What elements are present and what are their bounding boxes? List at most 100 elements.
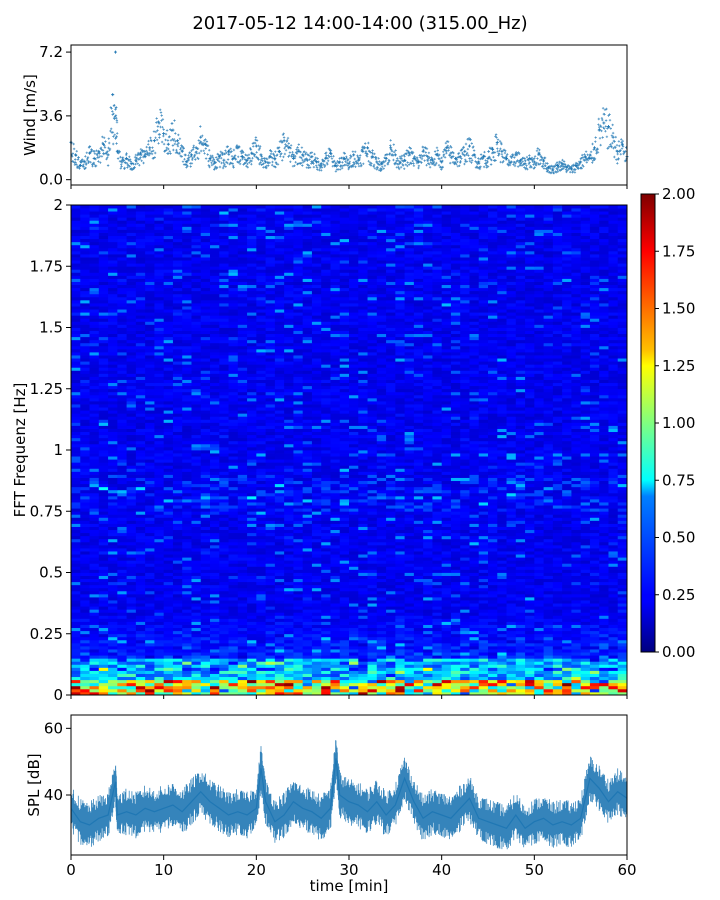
spectrogram-cell [367,563,378,567]
spectrogram-cell [589,606,600,610]
spectrogram-cell [154,587,165,592]
spectrogram-cell [543,664,554,668]
spectrogram-cell [182,606,192,610]
spectrogram-cell [478,517,489,521]
spectrogram-cell [478,532,489,537]
spectrogram-cell [135,489,146,494]
spectrogram-cell [589,551,600,555]
spectrogram-cell [200,551,211,555]
spectrogram-cell [237,459,248,463]
spectrogram-cell [562,627,572,632]
spectrogram-cell [237,480,248,485]
spectrogram-cell [562,615,572,619]
spectrogram-cell [154,685,165,690]
spectrogram-cell [432,630,443,635]
spectrogram-cell [182,529,192,534]
spectrogram-cell [98,600,109,604]
spectrogram-cell [617,593,628,598]
spectrogram-cell [172,618,183,622]
spectrogram-cell [515,609,526,613]
spectrogram-cell [552,569,563,573]
spectrogram-cell [543,652,554,656]
spectrogram-cell [367,456,378,460]
spectrogram-cell [358,462,368,466]
spectrogram-cell [191,502,202,506]
spectrogram-cell [497,618,507,622]
spectrogram-cell [126,532,137,537]
spectrogram-cell [172,459,183,463]
spectrogram-cell [599,682,609,687]
spectrogram-cell [608,523,619,527]
spectrogram-cell [358,560,368,564]
spectrogram-cell [182,569,192,573]
spectrogram-cell [145,489,155,494]
spectrogram-cell [71,646,81,650]
spectrogram-cell [237,615,248,619]
spectrogram-cell [488,676,498,681]
spectrogram-cell [376,636,387,641]
spectrogram-cell [330,630,341,635]
spectrogram-cell [256,554,266,558]
spectrogram-cell [506,612,517,616]
spectrogram-cell [543,480,554,485]
spectrogram-cell [404,523,415,527]
spectrogram-cell [423,670,433,674]
spectrogram-cell [265,612,276,616]
spectrogram-cell [469,661,480,665]
spectrogram-cell [321,646,331,650]
wind-point [366,146,370,150]
spectrogram-cell [154,679,165,684]
spectrogram-cell [228,544,239,549]
spectrogram-cell [386,646,396,650]
spectrogram-cell [117,639,127,644]
spectrogram-cell [163,459,174,463]
spectrogram-cell [599,664,609,668]
spectrogram-cell [432,492,443,497]
spectrogram-cell [108,627,118,632]
spectrogram-cell [80,477,90,482]
spectrogram-cell [450,609,461,613]
spectrogram-cell [450,535,461,540]
spectrogram-cell [117,615,127,619]
spectrogram-cell [497,673,507,678]
spectrogram-cell [145,609,155,613]
spectrogram-cell [552,468,563,472]
spectrogram-cell [450,453,461,457]
spectrogram-cell [413,597,424,601]
spectrogram-cell [469,667,480,671]
spectrogram-cell [247,679,257,684]
spectrogram-cell [126,630,137,635]
spectrogram-cell [441,471,452,475]
spectrogram-cell [608,538,619,543]
spectrogram-cell [580,670,591,674]
spectrogram-cell [80,523,90,527]
spectrogram-cell [599,453,609,457]
spectrogram-cell [525,554,535,558]
spectrogram-cell [562,517,572,521]
spectrogram-cell [376,661,387,665]
spectrogram-cell [256,520,266,524]
spectrogram-cell [71,532,81,537]
spectrogram-cell [358,548,368,552]
spectrogram-cell [182,508,192,512]
spectrogram-cell [163,642,174,647]
spectrogram-cell [191,523,202,527]
spectrogram-cell [441,621,452,625]
spectrogram-cell [617,600,628,604]
spectrogram-cell [488,661,498,665]
spectrogram-cell [191,554,202,558]
spectrogram-cell [284,468,294,472]
spectrogram-cell [80,557,90,561]
spectrogram-cell [580,468,591,472]
spectrogram-cell [210,615,220,619]
spectrogram-cell [571,581,582,586]
spectrogram-cell [237,489,248,494]
spectrogram-cell [562,624,572,629]
spectrogram-cell [98,535,109,540]
spectrogram-cell [580,486,591,491]
spectrogram-cell [599,691,609,696]
spectrogram-cell [237,627,248,632]
spectrogram-cell [358,603,368,607]
spectrogram-cell [311,682,322,687]
spectrogram-cell [488,667,498,671]
